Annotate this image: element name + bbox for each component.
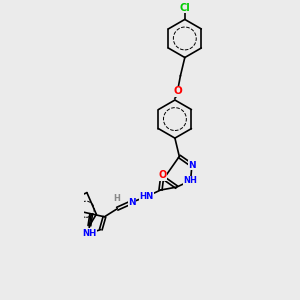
Text: N: N <box>188 161 196 170</box>
Text: O: O <box>158 170 166 180</box>
Text: N: N <box>128 198 136 207</box>
Text: O: O <box>173 86 182 96</box>
Text: H: H <box>113 194 120 203</box>
Text: Cl: Cl <box>179 3 190 13</box>
Text: NH: NH <box>82 229 96 238</box>
Text: NH: NH <box>184 176 197 185</box>
Text: HN: HN <box>140 192 154 201</box>
